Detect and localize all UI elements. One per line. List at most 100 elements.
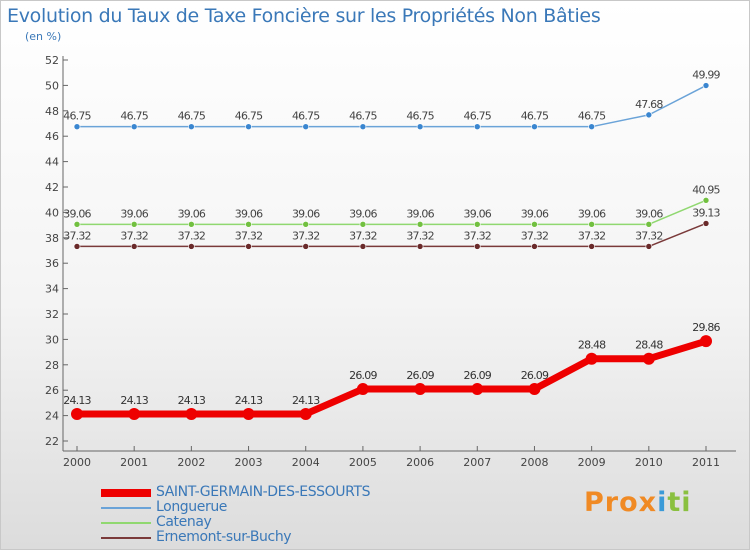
x-tick-label: 2008	[520, 456, 548, 469]
data-point	[531, 123, 538, 130]
data-point	[585, 352, 598, 365]
data-label: 37.32	[235, 229, 263, 242]
data-label: 28.48	[578, 339, 606, 352]
y-tick-label: 26	[45, 384, 59, 397]
data-label: 46.75	[521, 110, 549, 123]
data-label: 26.09	[349, 369, 377, 382]
data-label: 24.13	[292, 394, 320, 407]
data-label: 37.32	[120, 229, 148, 242]
data-label: 49.99	[692, 69, 720, 82]
data-point	[188, 243, 195, 250]
data-label: 37.32	[178, 229, 206, 242]
data-point	[588, 123, 595, 130]
data-label: 37.32	[292, 229, 320, 242]
data-label: 24.13	[178, 394, 206, 407]
data-label: 37.32	[635, 229, 663, 242]
data-point	[702, 197, 710, 204]
data-label: 29.86	[692, 321, 720, 334]
data-point	[700, 335, 712, 348]
data-label: 46.75	[464, 110, 492, 123]
data-label: 39.13	[692, 206, 720, 219]
data-point	[302, 221, 310, 228]
y-axis-label: (en %)	[25, 30, 62, 43]
series-line	[73, 337, 710, 418]
data-label: 28.48	[635, 339, 663, 352]
legend-swatch	[101, 537, 151, 539]
y-tick-label: 32	[45, 308, 59, 321]
data-point	[359, 123, 367, 130]
x-tick-label: 2004	[292, 456, 320, 469]
data-point	[416, 221, 424, 228]
data-label: 26.09	[406, 369, 434, 382]
y-tick-label: 38	[45, 232, 59, 245]
y-tick-label: 40	[45, 206, 59, 219]
data-point	[588, 243, 595, 250]
data-point	[473, 123, 481, 130]
y-tick-label: 24	[45, 410, 59, 423]
data-label: 46.75	[578, 110, 606, 123]
series-line	[76, 84, 707, 128]
data-point	[185, 407, 198, 420]
y-tick-label: 52	[45, 54, 59, 67]
data-label: 39.06	[349, 207, 377, 220]
data-point	[128, 407, 141, 420]
data-label: 39.06	[235, 207, 263, 220]
y-tick-label: 48	[45, 105, 59, 118]
data-label: 46.75	[120, 110, 148, 123]
x-tick-label: 2006	[406, 456, 434, 469]
y-tick-label: 44	[45, 156, 59, 169]
data-point	[528, 383, 541, 396]
chart-title: Evolution du Taux de Taxe Foncière sur l…	[7, 5, 601, 27]
data-point	[359, 221, 367, 228]
data-label: 46.75	[406, 110, 434, 123]
data-label: 24.13	[120, 394, 148, 407]
legend-swatch	[101, 522, 151, 524]
chart-plot: 22 24 26 28 30 32 34 36 38 40 42 44 46 48 50 52 2000 2001…	[45, 54, 736, 469]
data-label: 24.13	[63, 394, 91, 407]
data-point	[645, 221, 653, 228]
data-point	[645, 243, 653, 250]
y-tick-label: 36	[45, 257, 59, 270]
data-label: 39.06	[120, 207, 148, 220]
y-tick-label: 22	[45, 435, 59, 448]
data-point	[531, 243, 538, 250]
data-label: 39.06	[63, 207, 91, 220]
data-point	[471, 383, 484, 396]
x-tick-label: 2010	[635, 456, 663, 469]
data-point	[473, 221, 481, 228]
data-point	[531, 221, 538, 228]
x-tick-label: 2002	[177, 456, 205, 469]
series-line	[76, 222, 707, 248]
data-label: 46.75	[292, 110, 320, 123]
data-label: 37.32	[406, 229, 434, 242]
data-point	[130, 243, 138, 250]
data-point	[302, 123, 310, 130]
data-label: 37.32	[521, 229, 549, 242]
data-label: 39.06	[521, 207, 549, 220]
x-tick-label: 2005	[349, 456, 377, 469]
data-point	[414, 383, 427, 396]
data-label: 37.32	[349, 229, 377, 242]
legend-label: Ernemont-sur-Buchy	[156, 529, 292, 545]
data-point	[73, 221, 81, 228]
data-point	[702, 82, 710, 89]
data-label: 39.06	[464, 207, 492, 220]
data-label: 26.09	[521, 369, 549, 382]
data-point	[73, 243, 81, 250]
data-label: 46.75	[63, 110, 91, 123]
legend-label: Catenay	[156, 514, 212, 530]
data-point	[416, 243, 424, 250]
data-label: 46.75	[349, 110, 377, 123]
data-point	[188, 221, 195, 228]
data-point	[702, 220, 710, 227]
x-tick-label: 2011	[692, 456, 720, 469]
data-point	[245, 221, 252, 228]
data-point	[71, 407, 83, 420]
data-point	[416, 123, 424, 130]
data-label: 37.32	[464, 229, 492, 242]
data-point	[245, 243, 252, 250]
data-label: 39.06	[178, 207, 206, 220]
data-label: 40.95	[692, 183, 720, 196]
y-tick-label: 46	[45, 130, 59, 143]
